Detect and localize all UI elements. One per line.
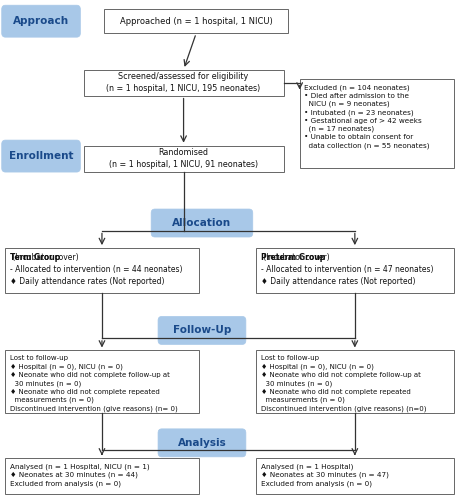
Text: Excluded (n = 104 neonates)
• Died after admission to the
  NICU (n = 9 neonates: Excluded (n = 104 neonates) • Died after… [304, 84, 430, 149]
FancyBboxPatch shape [104, 9, 288, 33]
FancyBboxPatch shape [158, 429, 246, 457]
Text: (Incubator cover)
- Allocated to intervention (n = 47 neonates)
♦ Daily attendan: (Incubator cover) - Allocated to interve… [261, 253, 433, 286]
Text: Lost to follow-up
♦ Hospital (n = 0), NICU (n = 0)
♦ Neonate who did not complet: Lost to follow-up ♦ Hospital (n = 0), NI… [10, 355, 178, 412]
FancyBboxPatch shape [83, 70, 283, 96]
Text: Allocation: Allocation [173, 218, 231, 228]
FancyBboxPatch shape [300, 79, 454, 168]
FancyBboxPatch shape [151, 209, 253, 237]
FancyBboxPatch shape [83, 146, 283, 171]
FancyBboxPatch shape [256, 248, 454, 293]
Text: (Incubator cover)
- Allocated to intervention (n = 44 neonates)
♦ Daily attendan: (Incubator cover) - Allocated to interve… [10, 253, 182, 286]
FancyBboxPatch shape [256, 458, 454, 494]
Text: Analysed (n = 1 Hospital, NICU (n = 1)
♦ Neonates at 30 minutes (n = 44)
Exclude: Analysed (n = 1 Hospital, NICU (n = 1) ♦… [10, 463, 150, 487]
FancyBboxPatch shape [2, 140, 81, 172]
Text: Preterm Group: Preterm Group [261, 253, 325, 262]
FancyBboxPatch shape [256, 350, 454, 413]
Text: Follow-Up: Follow-Up [173, 326, 231, 336]
Text: Term Group: Term Group [10, 253, 60, 262]
FancyBboxPatch shape [5, 350, 199, 413]
FancyBboxPatch shape [158, 317, 246, 344]
FancyBboxPatch shape [5, 248, 199, 293]
Text: Analysed (n = 1 Hospital)
♦ Neonates at 30 minutes (n = 47)
Excluded from analys: Analysed (n = 1 Hospital) ♦ Neonates at … [261, 463, 389, 487]
Text: Screened/assessed for eligibility
(n = 1 hospital, 1 NICU, 195 neonates): Screened/assessed for eligibility (n = 1… [107, 72, 261, 93]
Text: Enrollment: Enrollment [9, 151, 73, 161]
Text: Randomised
(n = 1 hospital, 1 NICU, 91 neonates): Randomised (n = 1 hospital, 1 NICU, 91 n… [109, 148, 258, 169]
Text: Approach: Approach [13, 16, 69, 26]
Text: Analysis: Analysis [178, 438, 227, 448]
FancyBboxPatch shape [5, 458, 199, 494]
Text: Lost to follow-up
♦ Hospital (n = 0), NICU (n = 0)
♦ Neonate who did not complet: Lost to follow-up ♦ Hospital (n = 0), NI… [261, 355, 426, 412]
Text: Approached (n = 1 hospital, 1 NICU): Approached (n = 1 hospital, 1 NICU) [120, 17, 273, 26]
FancyBboxPatch shape [2, 5, 81, 37]
